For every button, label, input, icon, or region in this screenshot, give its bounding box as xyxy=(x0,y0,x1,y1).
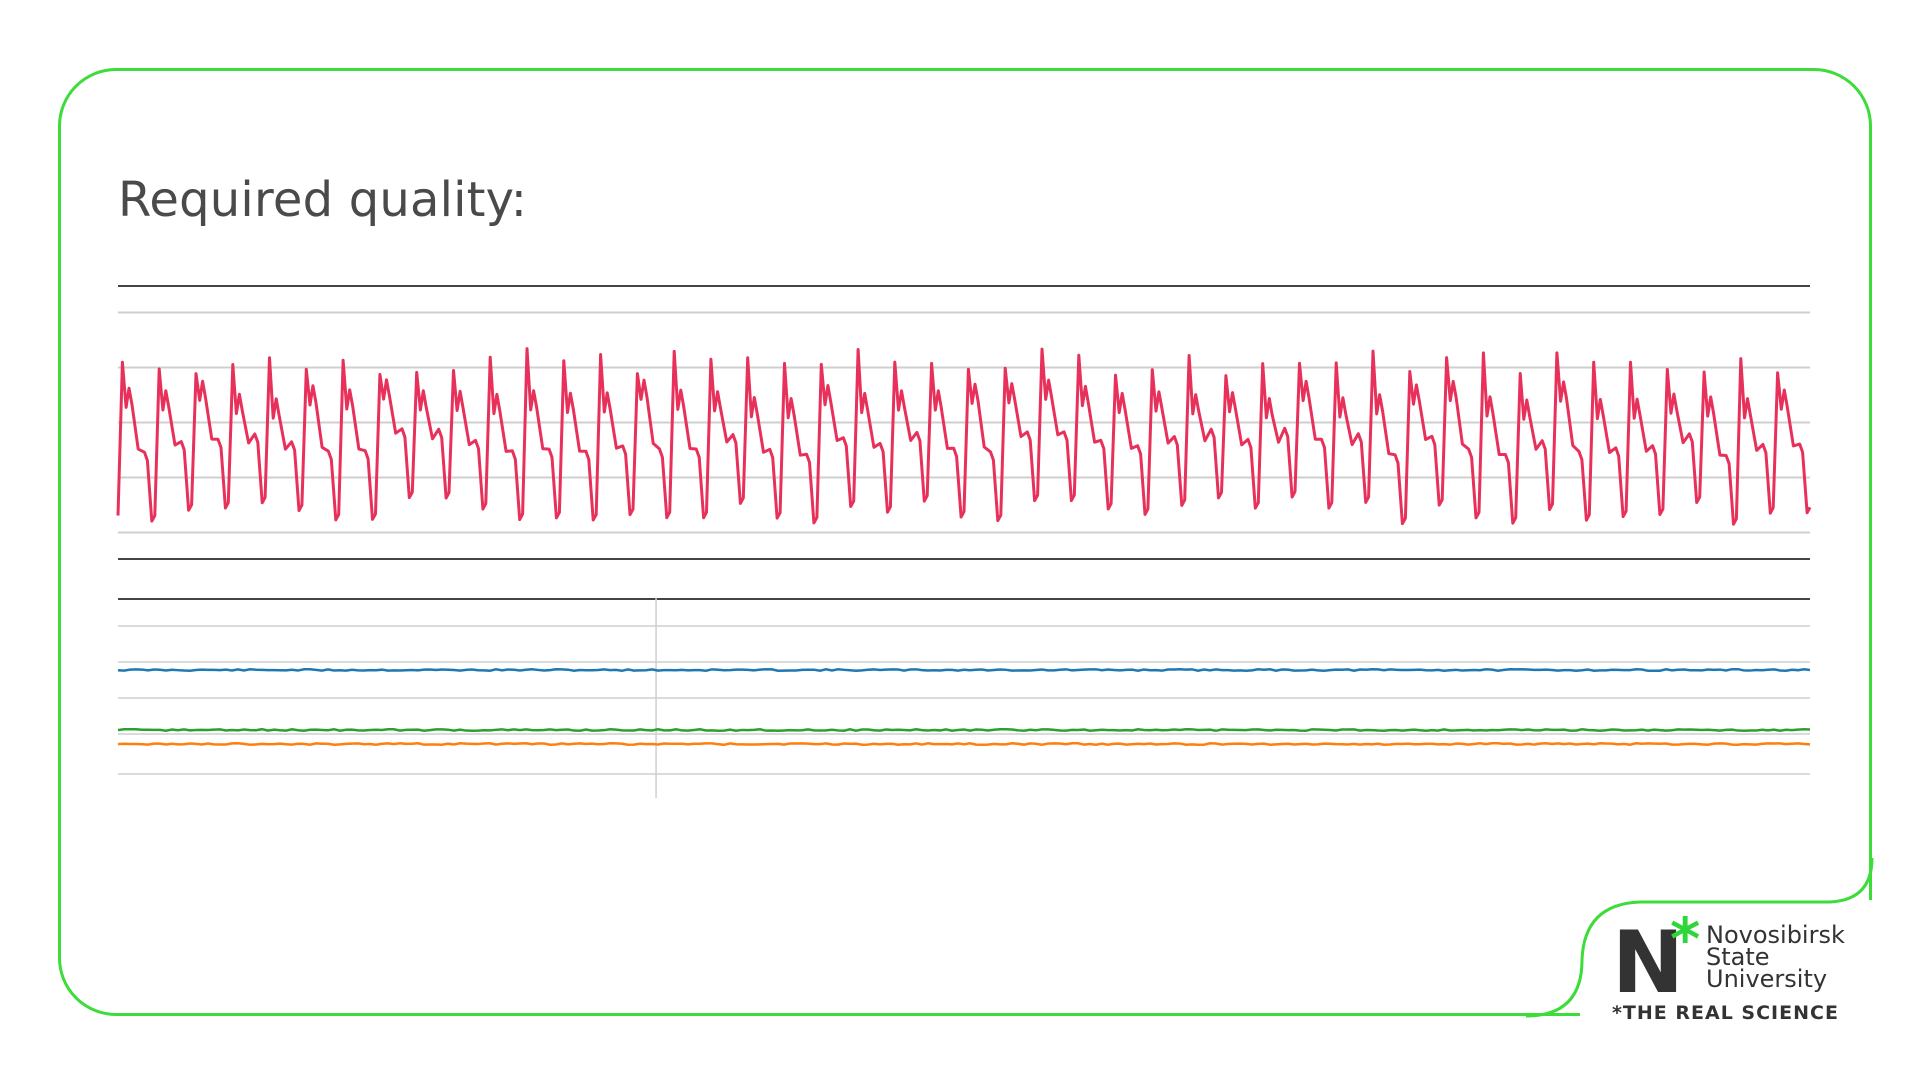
logo-university-name: Novosibirsk State University xyxy=(1706,921,1916,993)
slide-title: Required quality: xyxy=(118,172,528,228)
logo-area xyxy=(1580,900,1920,1080)
logo-name-line: Novosibirsk xyxy=(1706,921,1845,949)
ecg-chart xyxy=(116,285,1812,560)
logo-name-line: State xyxy=(1706,943,1770,971)
logo-name-line: University xyxy=(1706,965,1828,993)
slide-frame xyxy=(58,68,1872,1016)
signal-series-line xyxy=(117,727,1811,733)
signal-levels-chart xyxy=(117,598,1811,798)
logo-mark-star: * xyxy=(1670,905,1701,973)
signal-series-line xyxy=(117,741,1811,747)
logo-tagline: *THE REAL SCIENCE xyxy=(1612,1002,1839,1024)
signal-series-line xyxy=(117,667,1811,673)
ecg-series-line xyxy=(116,347,1812,526)
logo-mark-letter: N xyxy=(1612,913,1684,1013)
